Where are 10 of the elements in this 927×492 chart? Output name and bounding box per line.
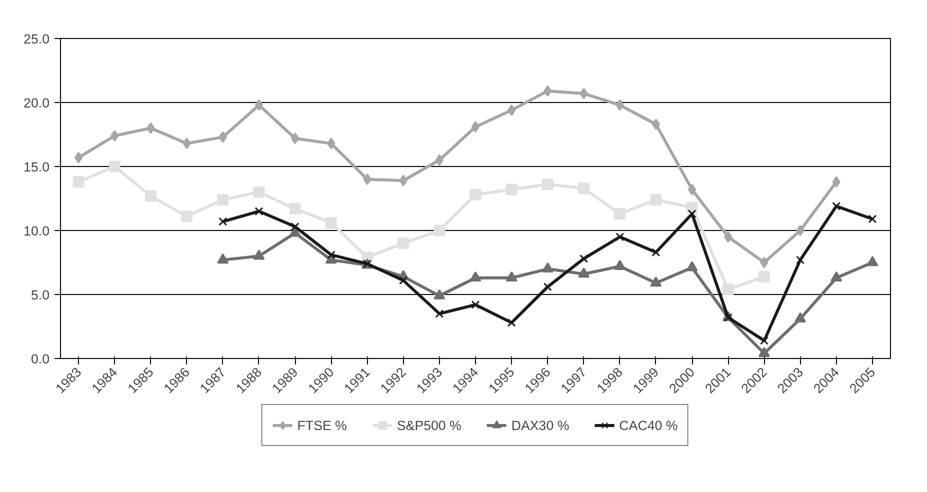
y-tick-label: 5.0 <box>30 288 50 302</box>
y-tick-label: 10.0 <box>24 224 50 238</box>
y-tick-label: 15.0 <box>24 160 50 174</box>
legend-label: CAC40 % <box>619 418 678 432</box>
y-tick-label: 25.0 <box>24 32 50 46</box>
y-tick-label: 20.0 <box>24 96 50 110</box>
legend-label: S&P500 % <box>396 418 462 432</box>
legend-label: DAX30 % <box>511 418 570 432</box>
y-tick-label: 0.0 <box>30 352 50 366</box>
legend-label: FTSE % <box>297 418 347 432</box>
